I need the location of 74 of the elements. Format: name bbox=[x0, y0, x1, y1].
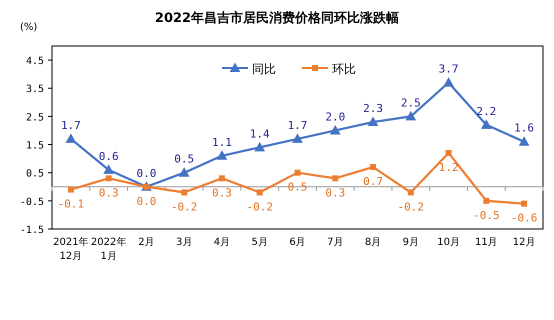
x-tick-label: 12月 bbox=[512, 237, 536, 248]
y-tick-label: 0.5 bbox=[26, 168, 44, 180]
data-label: -0.1 bbox=[58, 198, 84, 211]
point bbox=[330, 125, 340, 134]
point bbox=[332, 175, 338, 182]
data-label: 0.0 bbox=[136, 194, 156, 208]
legend-label: 环比 bbox=[332, 62, 356, 76]
point bbox=[256, 189, 263, 196]
point bbox=[216, 150, 227, 160]
point bbox=[66, 134, 76, 143]
point bbox=[179, 168, 190, 177]
y-tick-label: 3.5 bbox=[26, 84, 44, 96]
point bbox=[444, 78, 454, 87]
data-label: -0.2 bbox=[246, 200, 273, 214]
data-label: 0.6 bbox=[98, 150, 119, 163]
point bbox=[481, 120, 492, 129]
x-tick-label: 7月 bbox=[327, 237, 344, 248]
data-label: -0.2 bbox=[398, 200, 424, 214]
data-label: -0.2 bbox=[170, 200, 198, 214]
x-tick-label: 2月 bbox=[138, 237, 155, 248]
data-label: 1.4 bbox=[250, 127, 270, 140]
data-label: 0.3 bbox=[325, 186, 346, 200]
y-tick-label: 2.5 bbox=[26, 112, 44, 124]
data-label: 2.0 bbox=[325, 110, 346, 124]
x-tick-label: 6月 bbox=[289, 237, 306, 248]
point bbox=[483, 198, 490, 204]
point bbox=[370, 164, 376, 170]
x-tick-label: 5月 bbox=[252, 237, 268, 248]
point bbox=[408, 189, 414, 196]
data-label: 1.1 bbox=[212, 136, 232, 149]
chart-title: 2022年昌吉市居民消费价格同环比涨跌幅 bbox=[154, 10, 400, 26]
point bbox=[106, 175, 112, 182]
x-tick-label: 11月 bbox=[474, 237, 498, 248]
point bbox=[519, 136, 530, 146]
data-label: 2.3 bbox=[363, 102, 383, 116]
point bbox=[294, 170, 300, 176]
x-tick-label: 3月 bbox=[176, 237, 192, 248]
x-tick-label: 4月 bbox=[214, 237, 230, 248]
y-tick-label: 1.5 bbox=[26, 140, 44, 152]
data-label: 0.5 bbox=[288, 180, 308, 194]
data-label: 1.6 bbox=[514, 122, 534, 135]
y-axis-title: (%) bbox=[20, 22, 38, 33]
x-tick-label: 2021年 12月 bbox=[53, 236, 89, 262]
data-label: 0.0 bbox=[136, 166, 156, 180]
data-label: 1.2 bbox=[438, 160, 459, 174]
point bbox=[218, 175, 225, 182]
data-label: -0.5 bbox=[473, 208, 500, 222]
x-tick-label: 9月 bbox=[402, 237, 419, 248]
y-tick-label: -1.5 bbox=[20, 225, 44, 236]
legend-label: 同比 bbox=[252, 62, 276, 76]
data-label: 2.5 bbox=[400, 96, 421, 110]
point bbox=[104, 164, 114, 174]
data-label: -0.6 bbox=[510, 212, 538, 225]
point bbox=[368, 117, 378, 126]
data-label: 0.3 bbox=[98, 186, 119, 200]
x-tick-label: 10月 bbox=[437, 237, 460, 248]
y-tick-label: -0.5 bbox=[20, 196, 44, 208]
point bbox=[292, 134, 302, 143]
point bbox=[181, 189, 188, 196]
data-label: 1.7 bbox=[288, 118, 308, 132]
data-label: 3.7 bbox=[438, 62, 459, 76]
point bbox=[406, 111, 416, 120]
data-label: 1.7 bbox=[60, 118, 81, 132]
point bbox=[446, 150, 452, 156]
point bbox=[521, 200, 528, 207]
data-label: 2.2 bbox=[476, 104, 496, 118]
data-label: 0.5 bbox=[174, 152, 194, 166]
y-tick-label: 4.5 bbox=[26, 56, 44, 68]
data-label: 0.3 bbox=[212, 186, 232, 200]
x-tick-label: 2022年 1月 bbox=[90, 236, 126, 262]
x-tick-label: 8月 bbox=[364, 237, 382, 248]
point bbox=[254, 142, 265, 152]
point bbox=[68, 186, 74, 193]
data-label: 0.7 bbox=[363, 175, 383, 188]
